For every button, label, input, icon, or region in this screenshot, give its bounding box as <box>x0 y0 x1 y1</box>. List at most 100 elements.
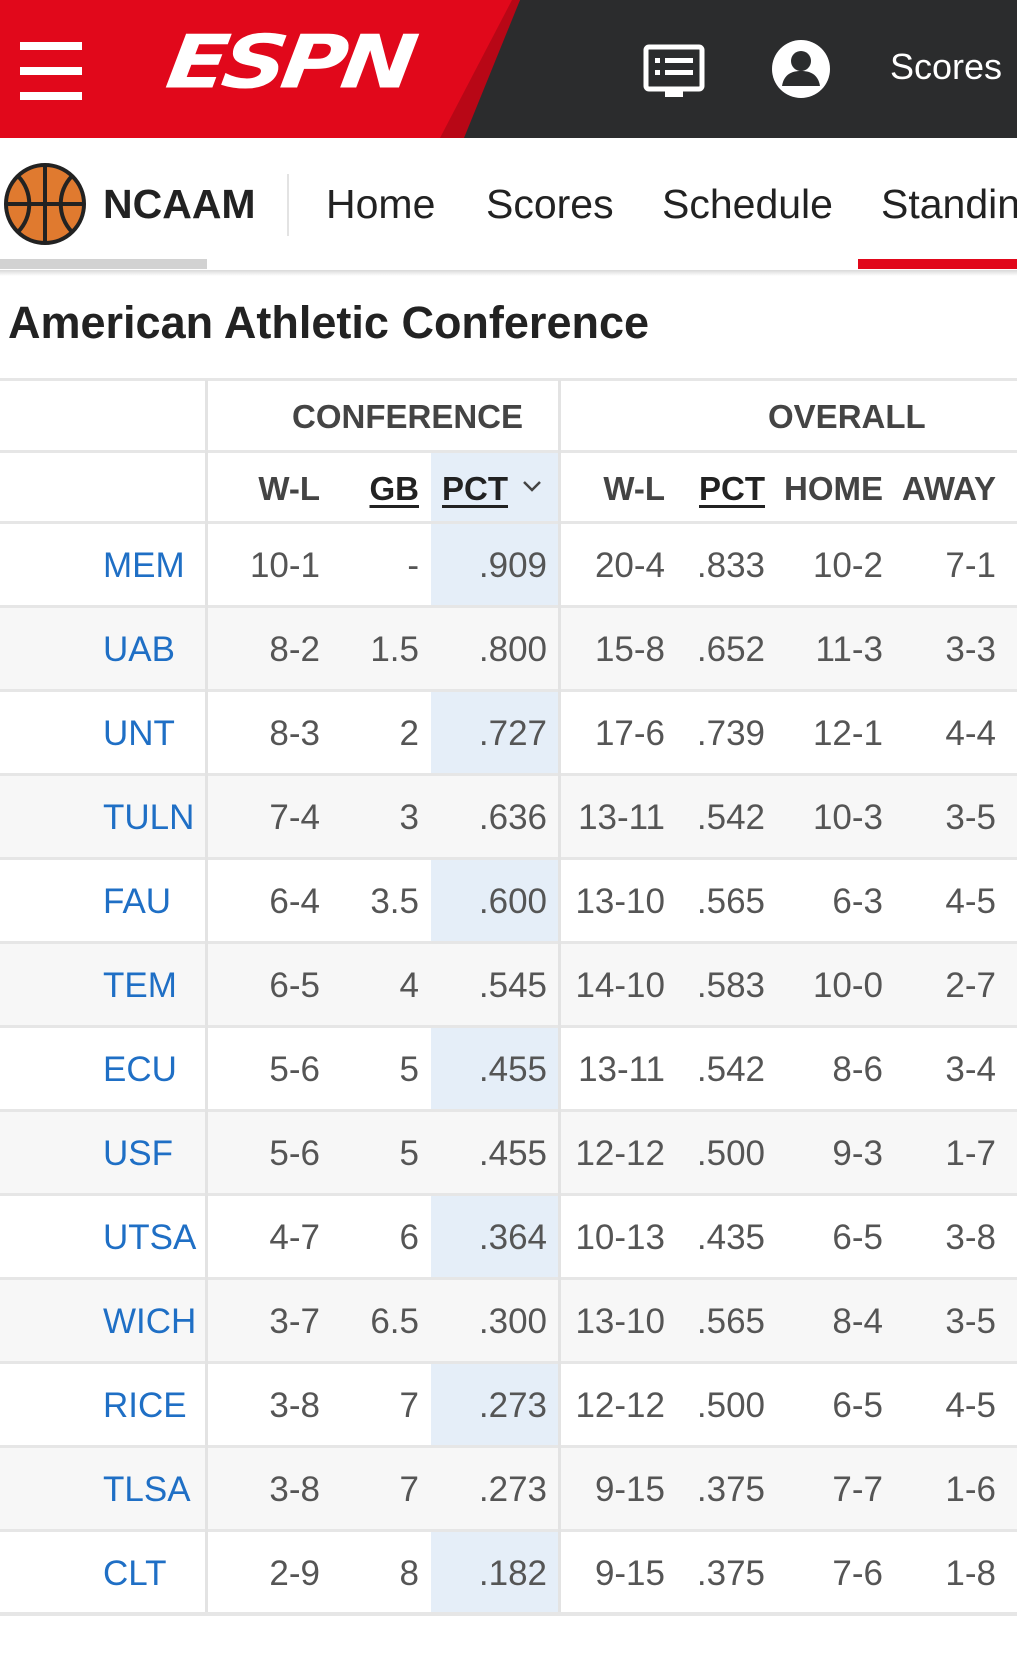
overall-wl-cell: 13-11 <box>578 1050 665 1089</box>
home-cell: 6-3 <box>832 882 883 921</box>
conf-wl-cell: 8-2 <box>269 630 320 669</box>
table-row: USF 5-6 5 .455 12-12 .500 9-3 1-7 <box>0 1112 1017 1196</box>
away-cell: 3-4 <box>945 1050 996 1089</box>
overall-wl-cell: 9-15 <box>594 1554 665 1593</box>
nav-home[interactable]: Home <box>326 181 436 227</box>
home-cell: 9-3 <box>832 1134 883 1173</box>
nav-scores[interactable]: Scores <box>486 181 614 227</box>
table-row: UNT 8-3 2 .727 17-6 .739 12-1 4-4 <box>0 692 1017 776</box>
conf-pct-cell: .300 <box>478 1302 547 1341</box>
conf-pct-cell: .800 <box>478 630 547 669</box>
sport-title[interactable]: NCAAM <box>103 181 256 227</box>
table-row: TEM 6-5 4 .545 14-10 .583 10-0 2-7 <box>0 944 1017 1028</box>
away-cell: 4-5 <box>945 1386 996 1425</box>
home-cell: 8-6 <box>832 1050 883 1089</box>
gb-cell: 7 <box>399 1470 419 1509</box>
away-cell: 1-7 <box>945 1134 996 1173</box>
home-cell: 10-3 <box>812 798 883 837</box>
away-cell: 3-5 <box>945 1302 996 1341</box>
table-row: WICH 3-7 6.5 .300 13-10 .565 8-4 3-5 <box>0 1280 1017 1364</box>
team-abbr[interactable]: MEM <box>103 546 185 585</box>
overall-group-header: OVERALL <box>768 398 926 435</box>
team-column-divider <box>205 380 208 1612</box>
gb-cell: 2 <box>399 714 419 753</box>
gb-cell: 5 <box>399 1050 419 1089</box>
gb-cell: - <box>407 546 419 585</box>
overall-pct-cell: .542 <box>696 798 765 837</box>
gb-cell: 3.5 <box>370 882 419 921</box>
nav-schedule[interactable]: Schedule <box>662 181 833 227</box>
overall-wl-cell: 10-13 <box>575 1218 665 1257</box>
team-abbr[interactable]: TEM <box>103 966 177 1005</box>
away-cell: 4-5 <box>945 882 996 921</box>
overall-wl-cell: 13-10 <box>575 882 665 921</box>
col-conf-pct[interactable]: PCT <box>442 470 508 507</box>
row-divider <box>0 605 1017 608</box>
overall-wl-cell: 13-10 <box>575 1302 665 1341</box>
home-cell: 7-6 <box>832 1554 883 1593</box>
row-divider <box>0 1025 1017 1028</box>
gb-cell: 6.5 <box>370 1302 419 1341</box>
overall-wl-cell: 12-12 <box>575 1386 665 1425</box>
home-cell: 10-2 <box>812 546 883 585</box>
conf-pct-cell: .273 <box>478 1470 547 1509</box>
nav-divider <box>287 174 289 236</box>
user-icon[interactable] <box>770 38 832 100</box>
gb-cell: 1.5 <box>370 630 419 669</box>
overall-pct-cell: .542 <box>696 1050 765 1089</box>
home-cell: 8-4 <box>832 1302 883 1341</box>
row-divider <box>0 1277 1017 1280</box>
away-cell: 7-1 <box>945 546 996 585</box>
gb-cell: 4 <box>399 966 419 1005</box>
overall-wl-cell: 12-12 <box>575 1134 665 1173</box>
row-divider <box>0 773 1017 776</box>
team-abbr[interactable]: WICH <box>103 1302 197 1341</box>
conf-wl-cell: 6-5 <box>269 966 320 1005</box>
conf-wl-cell: 6-4 <box>269 882 320 921</box>
nav-standings[interactable]: Standin <box>881 181 1017 227</box>
table-row: ECU 5-6 5 .455 13-11 .542 8-6 3-4 <box>0 1028 1017 1112</box>
away-cell: 3-5 <box>945 798 996 837</box>
conf-pct-cell: .600 <box>478 882 547 921</box>
conf-wl-cell: 5-6 <box>269 1050 320 1089</box>
column-header-border <box>0 521 1017 524</box>
team-abbr[interactable]: FAU <box>103 882 172 921</box>
team-abbr[interactable]: TULN <box>103 798 195 837</box>
chevron-down-icon[interactable] <box>520 474 544 498</box>
team-abbr[interactable]: CLT <box>103 1554 167 1593</box>
team-abbr[interactable]: UTSA <box>103 1218 197 1257</box>
table-row: RICE 3-8 7 .273 12-12 .500 6-5 4-5 <box>0 1364 1017 1448</box>
conference-group-header: CONFERENCE <box>292 398 524 435</box>
brand-panel <box>0 0 520 138</box>
team-abbr[interactable]: TLSA <box>103 1470 191 1509</box>
team-abbr[interactable]: UAB <box>103 630 175 669</box>
col-gb[interactable]: GB <box>369 470 420 507</box>
conf-pct-cell: .455 <box>478 1050 547 1089</box>
message-icon[interactable] <box>643 44 705 102</box>
sport-nav: NCAAM Home Scores Schedule Standin <box>0 138 1017 273</box>
row-divider <box>0 941 1017 944</box>
nav-shadow <box>0 270 1017 276</box>
espn-logo[interactable]: ESPN <box>161 19 418 106</box>
team-abbr[interactable]: ECU <box>103 1050 177 1089</box>
menu-icon[interactable] <box>20 42 82 100</box>
team-abbr[interactable]: UNT <box>103 714 175 753</box>
home-cell: 6-5 <box>832 1386 883 1425</box>
col-overall-pct[interactable]: PCT <box>699 470 765 507</box>
conf-pct-cell: .273 <box>478 1386 547 1425</box>
team-abbr[interactable]: RICE <box>103 1386 187 1425</box>
home-cell: 7-7 <box>832 1470 883 1509</box>
col-away: AWAY <box>901 470 996 507</box>
table-row: TULN 7-4 3 .636 13-11 .542 10-3 3-5 <box>0 776 1017 860</box>
scores-link[interactable]: Scores <box>890 46 1003 87</box>
overall-pct-cell: .500 <box>696 1134 765 1173</box>
overall-pct-cell: .833 <box>696 546 765 585</box>
away-cell: 3-3 <box>945 630 996 669</box>
row-divider <box>0 857 1017 860</box>
row-divider <box>0 1529 1017 1532</box>
overall-pct-cell: .583 <box>696 966 765 1005</box>
team-abbr[interactable]: USF <box>103 1134 173 1173</box>
row-divider <box>0 1361 1017 1364</box>
conf-wl-cell: 7-4 <box>269 798 320 837</box>
overall-pct-cell: .500 <box>696 1386 765 1425</box>
